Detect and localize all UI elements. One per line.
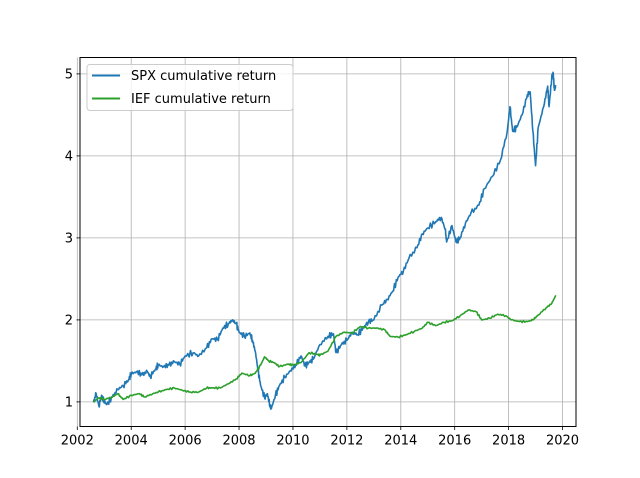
x-tick-label: 2014: [384, 434, 417, 449]
axis-ticks: 2002 2004 2006 2008 2010 2012 2014 2016 2018 2020…: [61, 67, 579, 448]
x-tick-label: 2002: [61, 434, 94, 449]
legend-label-spx: SPX cumulative return: [131, 69, 276, 84]
x-tick-label: 2004: [115, 434, 148, 449]
x-tick-label: 2016: [438, 434, 471, 449]
grid-lines: [76, 57, 576, 427]
y-tick-label: 2: [65, 313, 73, 328]
series-lines: [92, 71, 557, 410]
axes-frame: [79, 57, 577, 427]
y-tick-label: 1: [65, 395, 73, 410]
x-tick-label: 2020: [546, 434, 579, 449]
x-tick-label: 2012: [330, 434, 363, 449]
x-tick-label: 2008: [222, 434, 255, 449]
series-line-ief: [93, 294, 557, 403]
series-line-spx: [92, 71, 557, 410]
legend-box: [86, 64, 294, 111]
y-tick-label: 5: [65, 67, 73, 82]
legend-label-ief: IEF cumulative return: [131, 92, 271, 107]
y-tick-label: 3: [65, 231, 73, 246]
x-tick-label: 2018: [492, 434, 525, 449]
x-tick-label: 2010: [276, 434, 309, 449]
y-tick-label: 4: [65, 149, 73, 164]
x-tick-label: 2006: [169, 434, 202, 449]
legend: SPX cumulative return IEF cumulative ret…: [86, 64, 294, 111]
